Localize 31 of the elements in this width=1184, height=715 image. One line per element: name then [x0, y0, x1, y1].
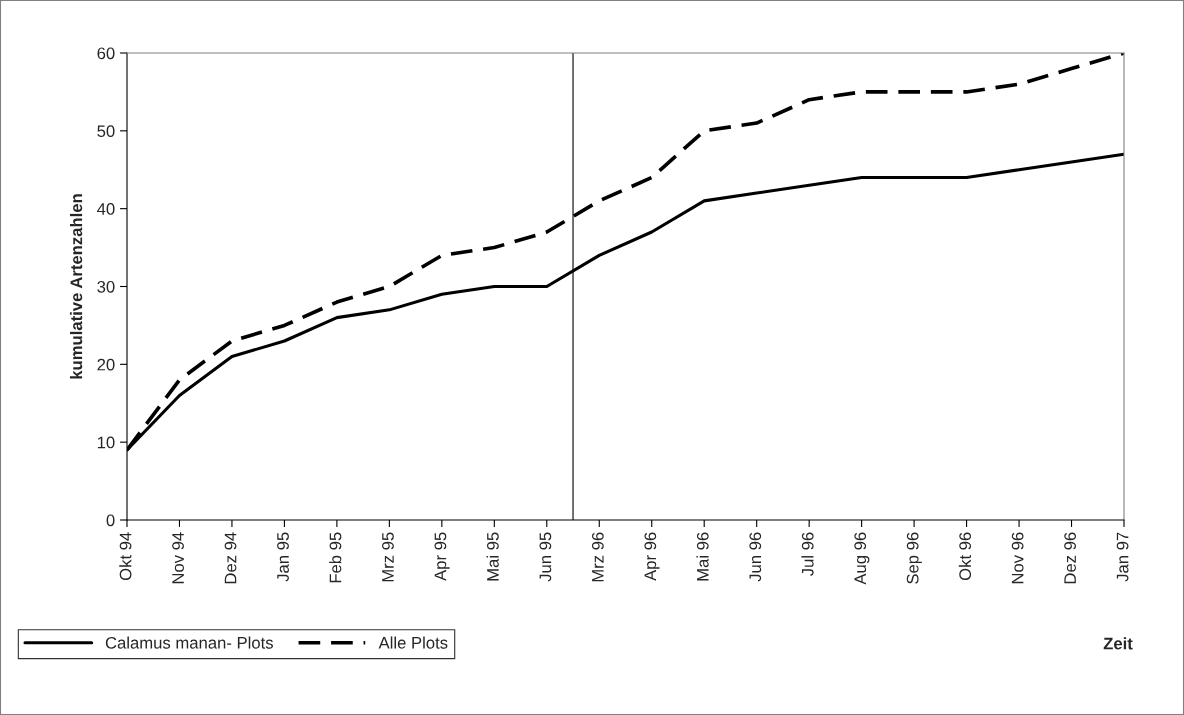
x-tick-label: Mrz 96 [591, 532, 604, 582]
x-tick-label: Mai 96 [696, 532, 709, 581]
legend-label: Calamus manan- Plots [105, 636, 273, 649]
x-tick-label: Jan 97 [1116, 532, 1129, 582]
x-tick-label: Dez 96 [1064, 532, 1076, 584]
y-tick-label: 40 [97, 203, 115, 215]
y-tick-label: 50 [97, 125, 115, 138]
x-tick-label: Feb 95 [329, 532, 342, 583]
x-tick-label: Nov 96 [1011, 532, 1024, 584]
x-tick-label: Apr 95 [434, 532, 450, 581]
x-axis-title: Zeit [1103, 637, 1133, 650]
y-tick-label: 30 [97, 280, 115, 293]
x-tick-label: Jun 95 [539, 532, 552, 582]
y-tick-label: 20 [97, 358, 115, 371]
x-tick-label: Jul 96 [801, 532, 814, 577]
x-tick-label: Nov 94 [172, 532, 184, 584]
x-tick-label: Aug 96 [854, 532, 870, 585]
x-tick-label: Sep 96 [906, 532, 922, 584]
x-tick-label: Apr 96 [644, 532, 660, 581]
y-tick-label: 0 [106, 514, 115, 527]
y-tick-label: 60 [97, 47, 115, 60]
x-tick-label: Dez 94 [224, 532, 237, 584]
x-tick-label: Okt 94 [119, 532, 132, 581]
y-tick-label: 10 [97, 436, 115, 449]
legend-label: Alle Plots [378, 636, 448, 649]
x-tick-label: Okt 96 [958, 532, 972, 581]
x-tick-label: Jan 95 [277, 532, 289, 582]
x-tick-label: Mrz 95 [382, 532, 394, 582]
x-tick-label: Mai 95 [486, 532, 499, 581]
x-tick-label: Jun 96 [749, 532, 762, 582]
y-axis-title: kumulative Artenzahlen [70, 194, 83, 379]
